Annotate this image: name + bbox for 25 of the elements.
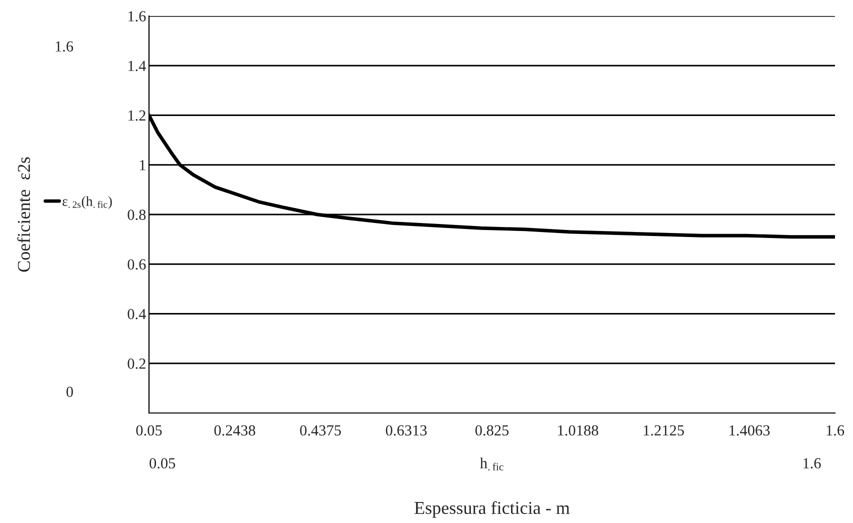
text: 0 [66, 386, 73, 397]
x-tick-label: 0.05 [136, 425, 162, 436]
text: h$_{.fic}$ [480, 458, 504, 470]
text: 1.6 [804, 458, 821, 468]
y-tick-label: 1 [140, 160, 146, 170]
x-tick-label: 1.6 [826, 425, 844, 436]
y-tick-label: 0.6 [128, 259, 146, 270]
x-tick-label: 0.825 [475, 425, 509, 436]
y-tick-label: 1.6 [128, 11, 146, 22]
x-tick-label: 0.2438 [214, 425, 256, 436]
text: 0.05 [150, 458, 176, 468]
x-tick-label: 1.0188 [558, 425, 598, 436]
legend-label: ε$_{.2s}$(h$_{.fic}$) [62, 196, 112, 209]
x-tick-label: 1.2125 [644, 425, 684, 436]
text: 1.6 [56, 41, 74, 52]
x-tick-label: 1.4063 [730, 425, 770, 436]
y-tick-label: 1.4 [128, 60, 146, 72]
y-tick-label: 0.2 [128, 358, 146, 369]
text: Coeficiente ε2s [17, 157, 30, 272]
x-axis-title: Espessura ficticia - m [414, 501, 570, 518]
y-tick-label: 0.4 [128, 308, 146, 320]
x-tick-label: 0.6313 [386, 425, 427, 436]
y-tick-label: 0.8 [128, 210, 146, 220]
y-tick-label: 1.2 [128, 110, 146, 121]
x-tick-label: 0.4375 [300, 425, 341, 436]
